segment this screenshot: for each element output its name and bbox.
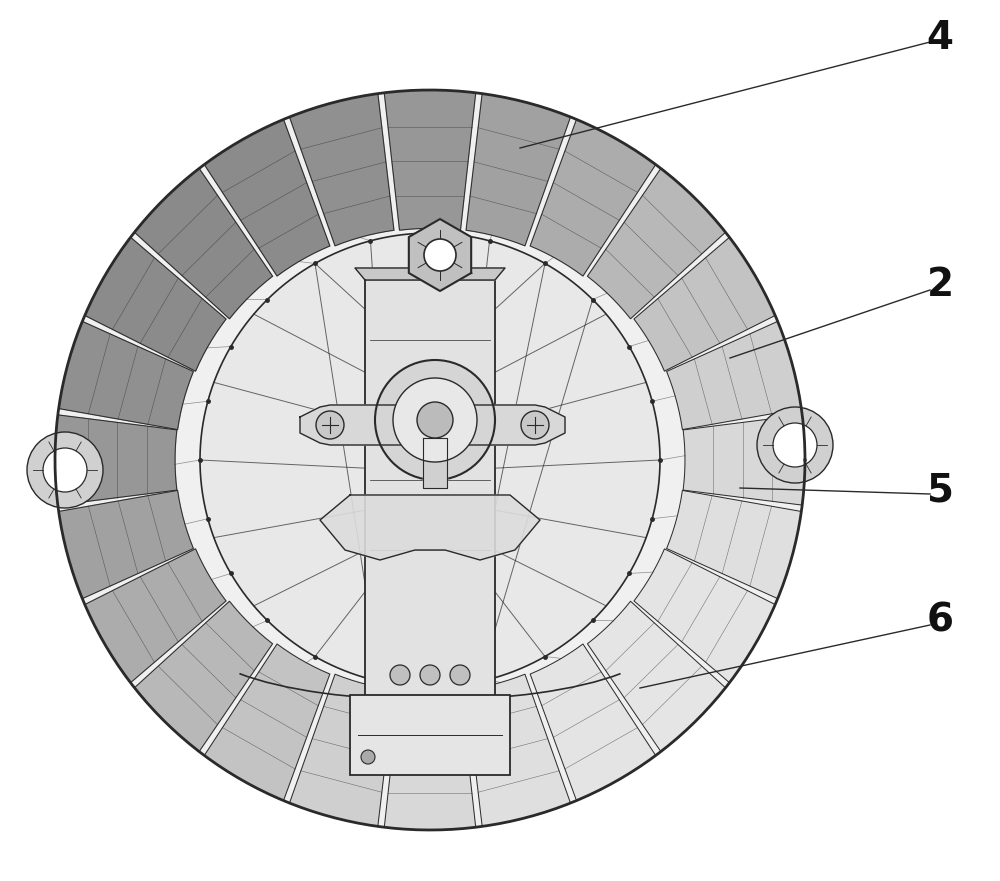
Circle shape <box>393 378 477 462</box>
Polygon shape <box>134 168 273 319</box>
Circle shape <box>521 411 549 439</box>
Polygon shape <box>667 322 801 430</box>
Polygon shape <box>290 93 394 246</box>
Polygon shape <box>587 601 726 751</box>
Polygon shape <box>85 237 226 371</box>
Polygon shape <box>667 491 801 598</box>
Polygon shape <box>134 601 273 751</box>
Circle shape <box>757 407 833 483</box>
Text: 6: 6 <box>926 601 954 639</box>
Polygon shape <box>320 495 540 560</box>
Polygon shape <box>204 120 330 276</box>
Circle shape <box>773 423 817 467</box>
Circle shape <box>420 665 440 685</box>
Polygon shape <box>384 90 476 230</box>
Polygon shape <box>634 549 775 683</box>
Polygon shape <box>59 322 193 430</box>
Circle shape <box>361 750 375 764</box>
Circle shape <box>43 448 87 492</box>
Polygon shape <box>466 93 570 246</box>
Polygon shape <box>384 690 476 830</box>
Polygon shape <box>587 168 726 319</box>
Polygon shape <box>409 219 471 291</box>
Circle shape <box>450 665 470 685</box>
Circle shape <box>375 360 495 480</box>
Text: 5: 5 <box>926 471 954 509</box>
Polygon shape <box>204 644 330 801</box>
Polygon shape <box>59 491 193 598</box>
Circle shape <box>417 402 453 438</box>
Polygon shape <box>85 549 226 683</box>
Polygon shape <box>530 644 656 801</box>
Circle shape <box>316 411 344 439</box>
Polygon shape <box>290 674 394 826</box>
FancyBboxPatch shape <box>365 280 495 700</box>
Polygon shape <box>634 237 775 371</box>
Polygon shape <box>683 415 805 505</box>
Polygon shape <box>200 233 660 687</box>
Polygon shape <box>466 674 570 826</box>
Polygon shape <box>300 405 565 445</box>
Text: 2: 2 <box>926 266 954 304</box>
Circle shape <box>390 665 410 685</box>
Polygon shape <box>530 120 656 276</box>
Text: 4: 4 <box>926 19 954 57</box>
Bar <box>350 695 510 775</box>
Polygon shape <box>355 268 505 280</box>
Polygon shape <box>55 415 177 505</box>
Polygon shape <box>55 90 805 830</box>
Circle shape <box>27 432 103 508</box>
Polygon shape <box>423 438 447 488</box>
Circle shape <box>424 239 456 271</box>
